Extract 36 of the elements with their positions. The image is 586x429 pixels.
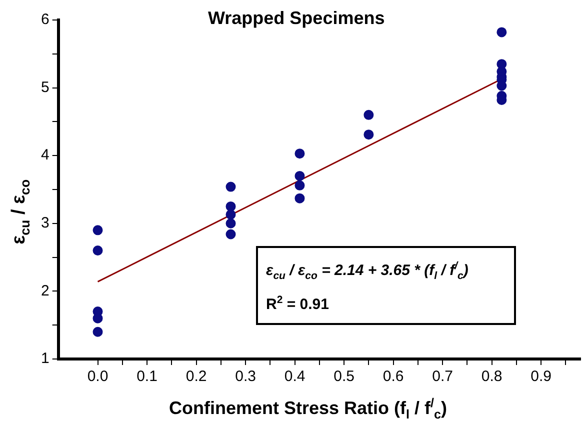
y-tick-label: 4 [41,146,50,164]
annotation: R$^{2}$ = 0.91 [266,293,330,315]
x-tick-label: 0.4 [284,368,306,386]
chart-title: Wrapped Specimens [208,8,385,29]
point [226,229,236,240]
y-tick-label: 5 [41,78,50,96]
point [226,201,236,212]
x-tick-label: 0.0 [87,368,108,386]
x-tick-label: 0.8 [481,368,502,386]
point [294,180,305,190]
y-tick-label: 3 [41,214,50,232]
point [92,225,103,236]
x-tick-label: 0.1 [136,368,158,386]
equation-box: ε$_{cu}$ / ε$_{co}$ = 2.14 + 3.65 * (f$_{l}$ / f$^{/}$$_{c}$) R$^{2}$ = 0.91 [256,246,516,325]
x-tick-label: 0.9 [530,368,552,386]
point [496,27,507,38]
x-tick-label: 0.2 [186,368,207,386]
y-tick-label: 2 [41,282,50,300]
point [364,130,374,140]
point [364,110,374,120]
point [226,210,236,220]
x-tick-label: 0.6 [382,368,404,386]
point [226,182,236,192]
y-tick-label: 6 [41,11,50,28]
point [294,148,305,159]
y-tick-label: 1 [41,350,50,368]
point [226,218,236,228]
x-tick-label: 0.7 [432,368,453,386]
point [92,313,103,324]
point [294,170,305,181]
x-axis-title: Confinement Stress Ratio (f$_{l}$ / f$^{/}$$_{c}$) [168,396,448,422]
point [92,326,103,337]
point [92,246,103,256]
x-tick-label: 0.3 [235,368,256,386]
point [294,193,305,204]
x-tick-label: 0.5 [334,368,354,386]
